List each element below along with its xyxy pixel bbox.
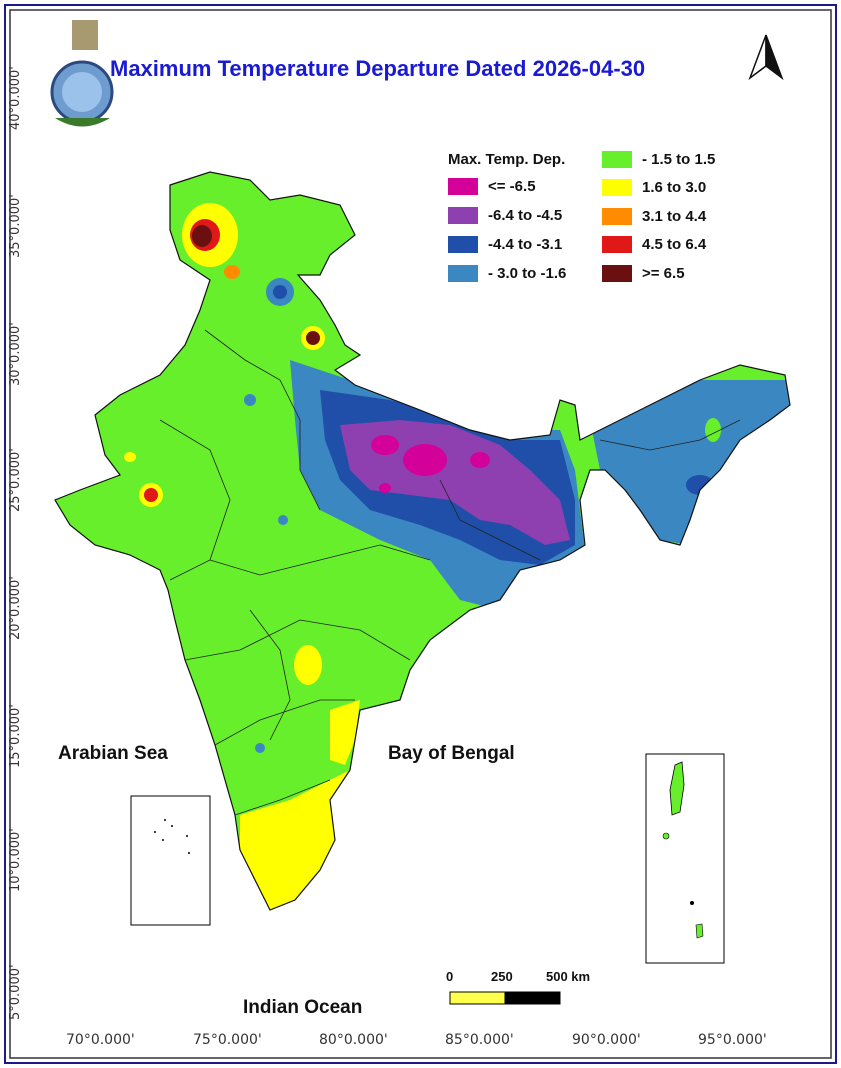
map-frame xyxy=(9,9,832,1059)
zone-red-gujarat xyxy=(144,488,158,502)
lat-label-10: 10°0.000' xyxy=(8,828,23,892)
legend-item-7: 4.5 to 6.4 xyxy=(602,236,706,253)
zone-darkblue-himachal xyxy=(273,285,287,299)
legend-swatch-6 xyxy=(602,208,632,225)
lon-label-80: 80°0.000' xyxy=(319,1032,388,1048)
zone-yellow-coast xyxy=(330,700,360,765)
outer-frame xyxy=(4,4,837,1064)
imd-logo-inner xyxy=(62,72,102,112)
zone-blue-dot-1 xyxy=(244,394,256,406)
zone-darkred-uttarakhand xyxy=(306,331,320,345)
zone-yellow-inland xyxy=(294,645,322,685)
map-title: Maximum Temperature Departure Dated 2026… xyxy=(110,56,646,81)
zone-magenta-1 xyxy=(403,444,447,476)
zone-magenta-4 xyxy=(379,483,391,493)
lat-label-5: 5°0.000' xyxy=(8,964,23,1020)
legend-swatch-2 xyxy=(448,236,478,253)
scale-tick-0: 0 xyxy=(446,969,454,984)
state-boundaries xyxy=(159,329,741,816)
lat-label-35: 35°0.000' xyxy=(8,194,23,258)
zone-darkblue-ne xyxy=(686,475,714,495)
zone-blue-dot-3 xyxy=(255,743,265,753)
zone-darkred-north xyxy=(192,225,212,247)
imd-logo-ribbon xyxy=(55,118,110,127)
lat-label-30: 30°0.000' xyxy=(8,322,23,386)
imd-emblem xyxy=(50,20,114,127)
zone-yellow-south xyxy=(240,770,350,910)
lon-label-90: 90°0.000' xyxy=(572,1032,641,1048)
legend-item-3: - 3.0 to -1.6 xyxy=(448,265,566,282)
zone-blue-dot-2 xyxy=(278,515,288,525)
zone-orange-north xyxy=(224,265,240,279)
arabian-sea-label: Arabian Sea xyxy=(58,743,168,764)
lakshadweep-inset xyxy=(130,795,211,926)
andaman-inset xyxy=(645,753,725,964)
zone-magenta-2 xyxy=(371,435,399,455)
lat-label-15: 15°0.000' xyxy=(8,704,23,768)
departure-zones xyxy=(124,203,790,910)
legend-swatch-4 xyxy=(602,151,632,168)
zone-yellow-kutch xyxy=(124,452,136,462)
legend-swatch-0 xyxy=(448,178,478,195)
scale-tick-250: 250 xyxy=(491,969,513,984)
zone-light-blue-northeast xyxy=(590,380,790,545)
scale-bar xyxy=(449,991,561,1005)
legend-item-2: -4.4 to -3.1 xyxy=(448,236,562,253)
legend-item-1: -6.4 to -4.5 xyxy=(448,207,562,224)
north-arrow-icon xyxy=(748,34,784,81)
legend-item-8: >= 6.5 xyxy=(602,265,685,282)
legend-swatch-1 xyxy=(448,207,478,224)
lon-label-95: 95°0.000' xyxy=(698,1032,767,1048)
legend-title: Max. Temp. Dep. xyxy=(448,151,566,168)
indian-ocean-label: Indian Ocean xyxy=(243,997,363,1018)
zone-magenta-3 xyxy=(470,452,490,468)
state-emblem-icon xyxy=(72,20,98,50)
lat-label-20: 20°0.000' xyxy=(8,576,23,640)
legend-item-0: <= -6.5 xyxy=(448,178,536,195)
legend-swatch-7 xyxy=(602,236,632,253)
bay-of-bengal-label: Bay of Bengal xyxy=(388,743,515,764)
lat-label-40: 40°0.000' xyxy=(8,66,23,130)
lat-label-25: 25°0.000' xyxy=(8,448,23,512)
andaman-islands xyxy=(662,761,704,939)
lon-label-70: 70°0.000' xyxy=(66,1032,135,1048)
lon-label-85: 85°0.000' xyxy=(445,1032,514,1048)
legend-swatch-5 xyxy=(602,179,632,196)
legend-item-5: 1.6 to 3.0 xyxy=(602,179,706,196)
legend-swatch-3 xyxy=(448,265,478,282)
lakshadweep-islands xyxy=(154,819,190,854)
zone-green-ne xyxy=(705,418,721,442)
legend-swatch-8 xyxy=(602,265,632,282)
legend-item-6: 3.1 to 4.4 xyxy=(602,208,706,225)
scale-tick-500: 500 km xyxy=(546,969,591,984)
zone-purple xyxy=(340,420,570,545)
lon-label-75: 75°0.000' xyxy=(193,1032,262,1048)
legend-item-4: - 1.5 to 1.5 xyxy=(602,151,715,168)
india-outline xyxy=(54,171,791,911)
